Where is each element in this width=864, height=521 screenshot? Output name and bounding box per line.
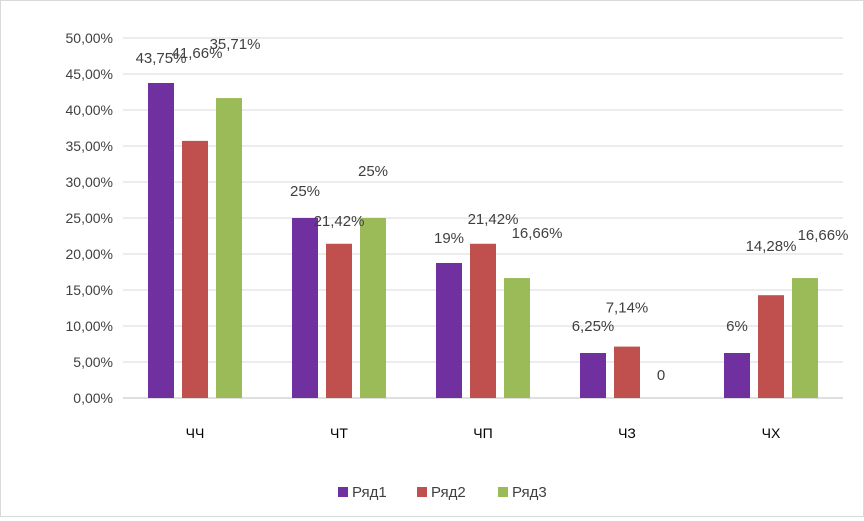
- y-tick-label: 50,00%: [66, 30, 113, 46]
- y-tick-label: 25,00%: [66, 210, 113, 226]
- y-tick-label: 0,00%: [73, 390, 113, 406]
- data-label: 6,25%: [572, 318, 615, 335]
- x-axis-tick-labels: ЧЧ ЧТ ЧП ЧЗ ЧХ: [186, 425, 781, 441]
- legend-label: Ряд2: [431, 484, 466, 501]
- data-label: 16,66%: [798, 227, 849, 244]
- data-label: 21,42%: [314, 213, 365, 230]
- bar-Ряд1-ЧТ: [292, 218, 318, 398]
- data-label: 35,71%: [210, 36, 261, 53]
- y-tick-label: 45,00%: [66, 66, 113, 82]
- legend-swatch: [498, 487, 508, 497]
- bar-Ряд1-ЧП: [436, 263, 462, 398]
- bar-Ряд2-ЧП: [470, 243, 496, 398]
- y-tick-label: 20,00%: [66, 246, 113, 262]
- data-label: 41,66%: [172, 45, 223, 62]
- data-label: 19%: [434, 230, 464, 247]
- bar-Ряд2-ЧХ: [758, 295, 784, 398]
- y-tick-label: 40,00%: [66, 102, 113, 118]
- data-label: 0: [657, 367, 665, 384]
- legend-swatch: [417, 487, 427, 497]
- data-label: 25%: [358, 163, 388, 180]
- data-label: 25%: [290, 183, 320, 200]
- x-tick-label: ЧТ: [330, 425, 348, 441]
- legend-label: Ряд1: [352, 484, 387, 501]
- legend: Ряд1 Ряд2 Ряд3: [338, 484, 547, 501]
- legend-label: Ряд3: [512, 484, 547, 501]
- data-label: 43,75%: [136, 50, 187, 67]
- bar-Ряд2-ЧЗ: [614, 346, 640, 398]
- x-tick-label: ЧЗ: [618, 425, 636, 441]
- bar-Ряд1-ЧЗ: [580, 353, 606, 398]
- bar-Ряд2-ЧЧ: [182, 140, 208, 398]
- data-label: 14,28%: [746, 238, 797, 255]
- bar-Ряд1-ЧХ: [724, 353, 750, 398]
- data-label: 7,14%: [606, 300, 649, 317]
- x-tick-label: ЧХ: [762, 425, 781, 441]
- y-tick-label: 15,00%: [66, 282, 113, 298]
- bar-Ряд3-ЧП: [504, 278, 530, 398]
- y-tick-label: 30,00%: [66, 174, 113, 190]
- bar-Ряд3-ЧТ: [360, 218, 386, 398]
- bar-Ряд3-ЧЧ: [216, 98, 242, 398]
- x-tick-label: ЧП: [473, 425, 492, 441]
- y-tick-label: 35,00%: [66, 138, 113, 154]
- data-labels: 43,75%35,71%41,66%25%21,42%25%19%21,42%1…: [136, 36, 849, 384]
- bar-Ряд1-ЧЧ: [148, 83, 174, 398]
- bar-Ряд3-ЧХ: [792, 278, 818, 398]
- bars: [148, 83, 818, 398]
- y-tick-label: 5,00%: [73, 354, 113, 370]
- y-tick-label: 10,00%: [66, 318, 113, 334]
- data-label: 6%: [726, 318, 748, 335]
- data-label: 16,66%: [512, 225, 563, 242]
- y-axis-tick-labels: 0,00% 5,00% 10,00% 15,00% 20,00% 25,00% 30,00%…: [66, 30, 113, 406]
- x-tick-label: ЧЧ: [186, 425, 205, 441]
- data-label: 21,42%: [468, 211, 519, 228]
- legend-swatch: [338, 487, 348, 497]
- bar-Ряд2-ЧТ: [326, 243, 352, 398]
